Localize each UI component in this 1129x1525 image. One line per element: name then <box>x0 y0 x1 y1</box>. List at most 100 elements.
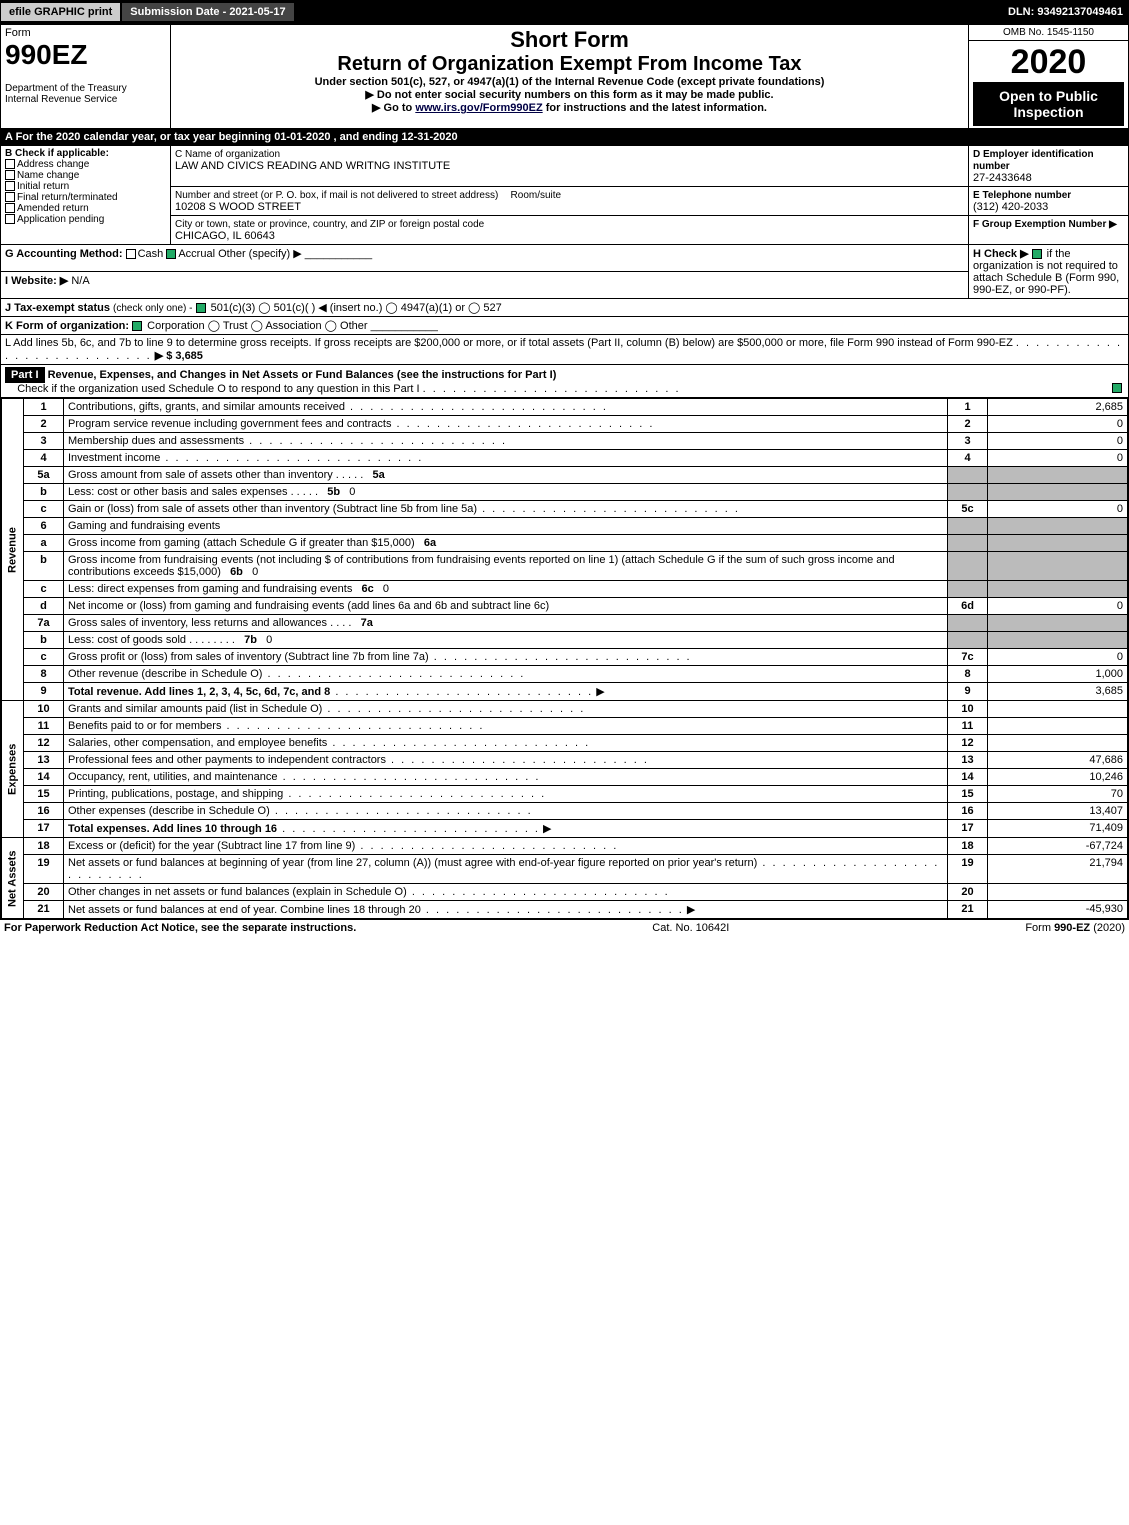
ln-18-val: -67,724 <box>988 838 1128 855</box>
ln-1-val: 2,685 <box>988 399 1128 416</box>
ln-4-box: 4 <box>948 450 988 467</box>
ln-10-text: Grants and similar amounts paid (list in… <box>64 701 948 718</box>
ln-17-box: 17 <box>948 820 988 838</box>
chk-amended-return[interactable] <box>5 203 15 213</box>
line-j-suffix: (check only one) - <box>113 303 192 314</box>
chk-cash[interactable] <box>126 249 136 259</box>
city-value: CHICAGO, IL 60643 <box>175 230 275 242</box>
ln-15-num: 15 <box>24 786 64 803</box>
chk-name-change[interactable] <box>5 170 15 180</box>
box-e: E Telephone number (312) 420-2033 <box>969 187 1129 216</box>
ln-20-num: 20 <box>24 884 64 901</box>
chk-accrual[interactable] <box>166 249 176 259</box>
ln-2-num: 2 <box>24 416 64 433</box>
box-d: D Employer identification number 27-2433… <box>969 146 1129 187</box>
efile-print-button[interactable]: efile GRAPHIC print <box>0 2 121 22</box>
open-inspection: Open to Public Inspection <box>973 82 1124 126</box>
line-i: I Website: ▶ N/A <box>1 272 969 299</box>
line-l: L Add lines 5b, 6c, and 7b to line 9 to … <box>1 335 1129 365</box>
footer-left: For Paperwork Reduction Act Notice, see … <box>4 922 356 934</box>
ln-9-box: 9 <box>948 683 988 701</box>
ln-2-box: 2 <box>948 416 988 433</box>
ln-9-num: 9 <box>24 683 64 701</box>
ln-7c-val: 0 <box>988 649 1128 666</box>
ln-17-val: 71,409 <box>988 820 1128 838</box>
ln-1-text: Contributions, gifts, grants, and simila… <box>64 399 948 416</box>
line-j-label: J Tax-exempt status <box>5 302 110 314</box>
ln-14-val: 10,246 <box>988 769 1128 786</box>
ln-5c-text: Gain or (loss) from sale of assets other… <box>64 501 948 518</box>
ln-4-text: Investment income <box>64 450 948 467</box>
lbl-application-pending: Application pending <box>17 214 104 225</box>
ln-5b-box <box>948 484 988 501</box>
instructions-link[interactable]: www.irs.gov/Form990EZ <box>415 102 542 114</box>
part1-check-line: Check if the organization used Schedule … <box>17 383 419 395</box>
ln-1-num: 1 <box>24 399 64 416</box>
line-k-opts: Corporation ◯ Trust ◯ Association ◯ Othe… <box>147 320 367 332</box>
ln-6-box <box>948 518 988 535</box>
chk-501c3[interactable] <box>196 303 206 313</box>
ln-6d-num: d <box>24 598 64 615</box>
line-h: H Check ▶ if the organization is not req… <box>969 245 1129 299</box>
lines-table: Revenue 1 Contributions, gifts, grants, … <box>1 398 1128 919</box>
ln-19-box: 19 <box>948 855 988 884</box>
chk-address-change[interactable] <box>5 159 15 169</box>
box-d-label: D Employer identification number <box>973 149 1094 172</box>
form-id-cell: Form 990EZ Department of the Treasury In… <box>1 25 171 129</box>
box-e-label: E Telephone number <box>973 190 1071 201</box>
lbl-cash: Cash <box>138 248 164 260</box>
return-title: Return of Organization Exempt From Incom… <box>175 53 964 76</box>
ln-6-val <box>988 518 1128 535</box>
dln-label: DLN: 93492137049461 <box>1008 6 1129 18</box>
ln-12-text: Salaries, other compensation, and employ… <box>64 735 948 752</box>
chk-application-pending[interactable] <box>5 214 15 224</box>
ln-3-box: 3 <box>948 433 988 450</box>
ln-5a-num: 5a <box>24 467 64 484</box>
ln-3-num: 3 <box>24 433 64 450</box>
ln-13-text: Professional fees and other payments to … <box>64 752 948 769</box>
chk-final-return[interactable] <box>5 192 15 202</box>
ln-10-num: 10 <box>24 701 64 718</box>
year-cell: 2020 Open to Public Inspection <box>969 41 1129 129</box>
ln-9-text: Total revenue. Add lines 1, 2, 3, 4, 5c,… <box>64 683 948 701</box>
ln-19-num: 19 <box>24 855 64 884</box>
netassets-section-label: Net Assets <box>2 838 24 919</box>
ln-6-text: Gaming and fundraising events <box>64 518 948 535</box>
ln-13-box: 13 <box>948 752 988 769</box>
ln-19-val: 21,794 <box>988 855 1128 884</box>
ln-3-text: Membership dues and assessments <box>64 433 948 450</box>
box-f: F Group Exemption Number ▶ <box>969 216 1129 245</box>
line-k-label: K Form of organization: <box>5 320 129 332</box>
lbl-final-return: Final return/terminated <box>17 192 118 203</box>
ln-8-val: 1,000 <box>988 666 1128 683</box>
box-c-label: C Name of organization <box>175 149 280 160</box>
ln-5b-text: Less: cost or other basis and sales expe… <box>64 484 948 501</box>
ln-5c-val: 0 <box>988 501 1128 518</box>
title-cell: Short Form Return of Organization Exempt… <box>171 25 969 129</box>
ln-12-box: 12 <box>948 735 988 752</box>
part1-badge: Part I <box>5 367 45 383</box>
org-name: LAW AND CIVICS READING AND WRITNG INSTIT… <box>175 160 450 172</box>
lbl-amended-return: Amended return <box>17 203 89 214</box>
ln-14-num: 14 <box>24 769 64 786</box>
ln-16-val: 13,407 <box>988 803 1128 820</box>
ln-12-val <box>988 735 1128 752</box>
chk-initial-return[interactable] <box>5 181 15 191</box>
part1-header-row: Part I Revenue, Expenses, and Changes in… <box>1 365 1129 398</box>
ln-3-val: 0 <box>988 433 1128 450</box>
ln-2-text: Program service revenue including govern… <box>64 416 948 433</box>
ln-15-box: 15 <box>948 786 988 803</box>
room-label: Room/suite <box>511 190 562 201</box>
ln-18-num: 18 <box>24 838 64 855</box>
chk-corporation[interactable] <box>132 321 142 331</box>
box-c-city: City or town, state or province, country… <box>171 216 969 245</box>
short-form-title: Short Form <box>175 27 964 53</box>
lbl-name-change: Name change <box>17 170 79 181</box>
ln-21-val: -45,930 <box>988 901 1128 919</box>
ln-7a-val <box>988 615 1128 632</box>
chk-schedule-o-used[interactable] <box>1112 383 1122 393</box>
instructions-link-line: ▶ Go to www.irs.gov/Form990EZ for instru… <box>175 101 964 114</box>
box-c-name: C Name of organization LAW AND CIVICS RE… <box>171 146 969 187</box>
top-bar: efile GRAPHIC print Submission Date - 20… <box>0 0 1129 24</box>
chk-schedule-b-not-required[interactable] <box>1032 249 1042 259</box>
